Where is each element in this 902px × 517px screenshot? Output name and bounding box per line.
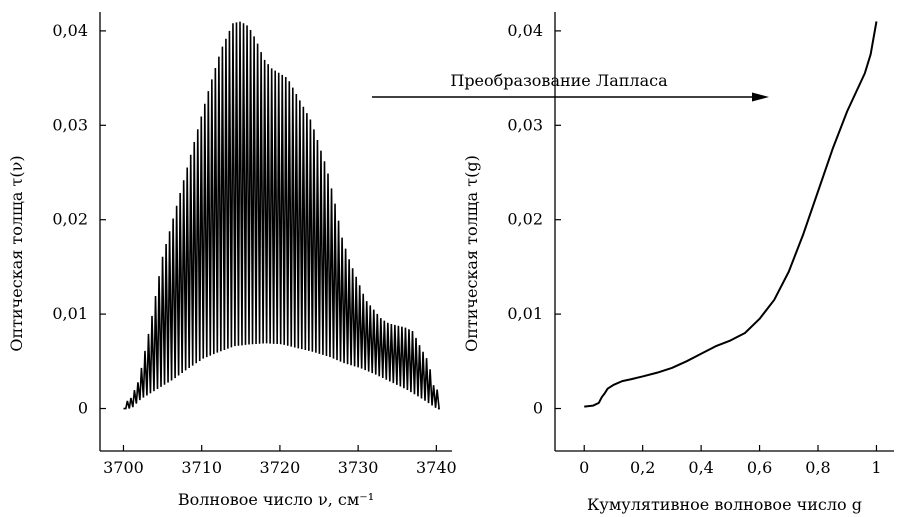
laplace-annotation: Преобразование Лапласа [372,71,769,102]
y-tick-label: 0,01 [507,304,543,323]
x-tick-label: 0,4 [688,458,713,477]
y-tick-label: 0,04 [52,21,88,40]
spectrum-chart: 0 0,01 0,02 0,03 0,04 3700 3710 3720 3730 3740 Вол… [7,12,457,509]
x-tick-label: 1 [871,458,881,477]
x-tick-label: 3720 [260,458,301,477]
series-line [584,21,878,408]
y-axis-label: Оптическая толща τ(g) [462,155,481,352]
x-axis-label: Волновое число ν, см⁻¹ [178,490,374,509]
y-tick-label: 0 [78,399,88,418]
y-tick-label: 0,03 [507,115,543,134]
y-axis-label: Оптическая толща τ(ν) [7,155,26,351]
y-tick-label: 0,03 [52,115,88,134]
x-tick-label: 3740 [416,458,457,477]
x-tick-label: 3730 [338,458,379,477]
x-tick-label: 3700 [103,458,144,477]
x-axis-label: Кумулятивное волновое число g [587,495,862,514]
laplace-annotation-label: Преобразование Лапласа [450,71,668,90]
x-tick-label: 0,2 [630,458,655,477]
y-tick-label: 0 [533,399,543,418]
x-tick-label: 0,6 [747,458,772,477]
x-tick-label: 3710 [181,458,222,477]
y-tick-label: 0,04 [507,21,543,40]
x-tick-label: 0,8 [805,458,830,477]
y-tick-label: 0,02 [52,210,88,229]
x-tick-label: 0 [579,458,589,477]
y-tick-label: 0,01 [52,304,88,323]
y-tick-label: 0,02 [507,210,543,229]
series-line [123,21,440,410]
laplace-arrowhead-icon [752,92,769,102]
cumulative-chart: 0 0,01 0,02 0,03 0,04 0 0,2 0,4 0,6 0,8 1 Кумулятив… [462,12,894,514]
